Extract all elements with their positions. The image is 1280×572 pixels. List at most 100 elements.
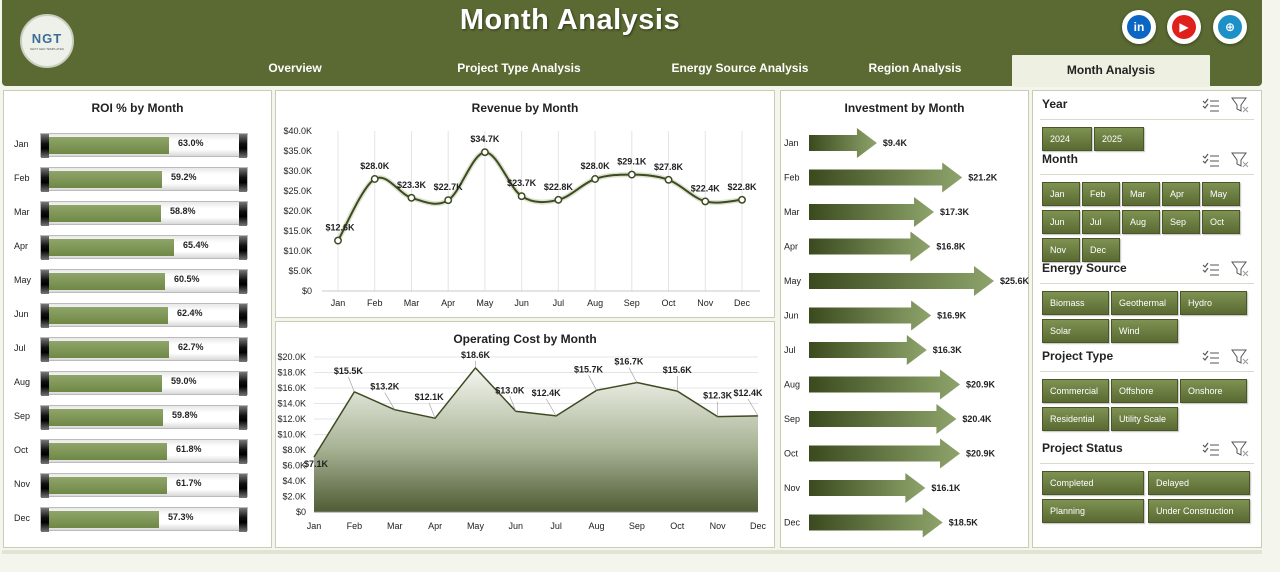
roi-chart-title: ROI % by Month: [91, 101, 184, 115]
multi-select-icon[interactable]: [1202, 97, 1220, 113]
tab-month-analysis[interactable]: Month Analysis: [1012, 55, 1210, 87]
investment-arrow: [809, 300, 932, 331]
filter-project-type-button[interactable]: Offshore: [1111, 379, 1178, 403]
investment-month-label: May: [784, 276, 802, 286]
clear-filter-icon[interactable]: [1231, 97, 1249, 113]
filter-month-button[interactable]: Mar: [1122, 182, 1160, 206]
investment-arrow: [809, 197, 935, 227]
filter-month-button[interactable]: Apr: [1162, 182, 1200, 206]
roi-bar-track: [40, 337, 248, 362]
clear-filter-icon[interactable]: [1231, 152, 1249, 168]
filter-project-status-button[interactable]: Planning: [1042, 499, 1144, 523]
roi-bar-cap-right: [239, 372, 247, 396]
clear-filter-icon[interactable]: [1231, 261, 1249, 277]
filter-year-button[interactable]: 2025: [1094, 127, 1144, 151]
opcost-line: [313, 366, 759, 458]
opcost-data-label: $18.6K: [461, 350, 491, 360]
investment-chart-panel: Investment by Month Jan $9.4K Feb $21.2K Mar…: [780, 90, 1030, 548]
revenue-point: [370, 175, 379, 183]
roi-row-mar: Mar 58.8%: [4, 201, 273, 226]
filter-month-button[interactable]: Jan: [1042, 182, 1080, 206]
roi-month-label: Jan: [14, 139, 29, 149]
tab-overview[interactable]: Overview: [268, 61, 322, 75]
filter-month-button[interactable]: Jul: [1082, 210, 1120, 234]
tab-project-type-analysis[interactable]: Project Type Analysis: [457, 61, 581, 75]
filter-month-button[interactable]: Aug: [1122, 210, 1160, 234]
filter-project-type-button[interactable]: Onshore: [1180, 379, 1247, 403]
opcost-leader-line: [545, 398, 557, 417]
filter-project-type-button[interactable]: Commercial: [1042, 379, 1109, 403]
tab-region-analysis[interactable]: Region Analysis: [868, 61, 962, 75]
filter-project-type-button[interactable]: Utility Scale: [1111, 407, 1178, 431]
roi-bar-cap-left: [41, 440, 49, 464]
filter-project-status-button[interactable]: Delayed: [1148, 471, 1250, 495]
filter-month-button[interactable]: Sep: [1162, 210, 1200, 234]
filter-energy-source-button[interactable]: Biomass: [1042, 291, 1109, 315]
investment-data-label: $25.6K: [1000, 276, 1030, 286]
multi-select-icon[interactable]: [1202, 261, 1220, 277]
filter-energy-source-button[interactable]: Wind: [1111, 319, 1178, 343]
filter-energy-source-button[interactable]: Geothermal: [1111, 291, 1178, 315]
filter-energy-source-button[interactable]: Hydro: [1180, 291, 1247, 315]
filter-month-button[interactable]: Nov: [1042, 238, 1080, 262]
filter-energy-source-button[interactable]: Solar: [1042, 319, 1109, 343]
multi-select-icon[interactable]: [1202, 152, 1220, 168]
filter-project-type-button[interactable]: Residential: [1042, 407, 1109, 431]
investment-month-label: Apr: [784, 242, 798, 252]
revenue-y-tick: $0: [302, 286, 312, 296]
opcost-area: [314, 367, 758, 512]
roi-bar-fill: [49, 171, 162, 188]
roi-bar-cap-left: [41, 236, 49, 260]
opcost-x-tick: Dec: [750, 521, 767, 531]
revenue-data-label: $28.0K: [581, 161, 611, 171]
investment-data-label: $21.2K: [968, 173, 998, 183]
revenue-x-tick: Sep: [624, 298, 640, 308]
investment-data-label: $20.9K: [966, 449, 996, 459]
globe-button[interactable]: ⊕: [1213, 10, 1247, 44]
filter-project-status-button[interactable]: Under Construction: [1148, 499, 1250, 523]
multi-select-icon[interactable]: [1202, 441, 1220, 457]
opcost-y-tick: $4.0K: [282, 476, 306, 486]
roi-bar-fill: [49, 341, 169, 358]
filter-year-button[interactable]: 2024: [1042, 127, 1092, 151]
multi-select-icon[interactable]: [1202, 349, 1220, 365]
revenue-point: [334, 236, 342, 245]
revenue-y-tick: $5.0K: [288, 266, 312, 276]
filter-month-button[interactable]: Oct: [1202, 210, 1240, 234]
linkedin-button[interactable]: in: [1122, 10, 1156, 44]
filter-month-button[interactable]: Dec: [1082, 238, 1120, 262]
filter-month-button[interactable]: May: [1202, 182, 1240, 206]
clear-filter-icon[interactable]: [1231, 349, 1249, 365]
filter-project-status: Project Status Completed Delayed Planning Un…: [1033, 441, 1263, 531]
youtube-button[interactable]: ▶: [1167, 10, 1201, 44]
revenue-data-label: $22.4K: [691, 183, 721, 193]
opcost-data-label: $12.4K: [532, 388, 562, 398]
filter-month-button[interactable]: Jun: [1042, 210, 1080, 234]
roi-row-sep: Sep 59.8%: [4, 405, 273, 430]
revenue-point: [701, 197, 710, 206]
filter-month-button[interactable]: Feb: [1082, 182, 1120, 206]
opcost-data-label: $16.7K: [614, 357, 644, 367]
roi-bar-fill: [49, 375, 162, 392]
revenue-x-tick: Oct: [662, 298, 677, 308]
roi-bar-track: [40, 269, 248, 294]
roi-month-label: Apr: [14, 241, 29, 251]
opcost-y-tick: $12.0K: [277, 414, 306, 424]
roi-bar-fill: [49, 443, 167, 460]
roi-value-label: 63.0%: [178, 138, 204, 148]
investment-arrow: [809, 438, 961, 469]
tab-energy-source-analysis[interactable]: Energy Source Analysis: [671, 61, 809, 75]
revenue-y-tick: $15.0K: [283, 226, 312, 236]
revenue-x-tick: May: [476, 298, 494, 308]
revenue-data-label: $22.7K: [434, 182, 464, 192]
roi-value-label: 59.0%: [171, 376, 197, 386]
filter-project-type-title: Project Type: [1042, 349, 1114, 363]
investment-data-label: $9.4K: [883, 138, 908, 148]
filter-project-status-button[interactable]: Completed: [1042, 471, 1144, 495]
clear-filter-icon[interactable]: [1231, 441, 1249, 457]
revenue-y-tick: $20.0K: [283, 206, 312, 216]
revenue-x-tick: Aug: [587, 298, 603, 308]
roi-bar-cap-right: [239, 406, 247, 430]
roi-row-oct: Oct 61.8%: [4, 439, 273, 464]
roi-bar-fill: [49, 477, 167, 494]
